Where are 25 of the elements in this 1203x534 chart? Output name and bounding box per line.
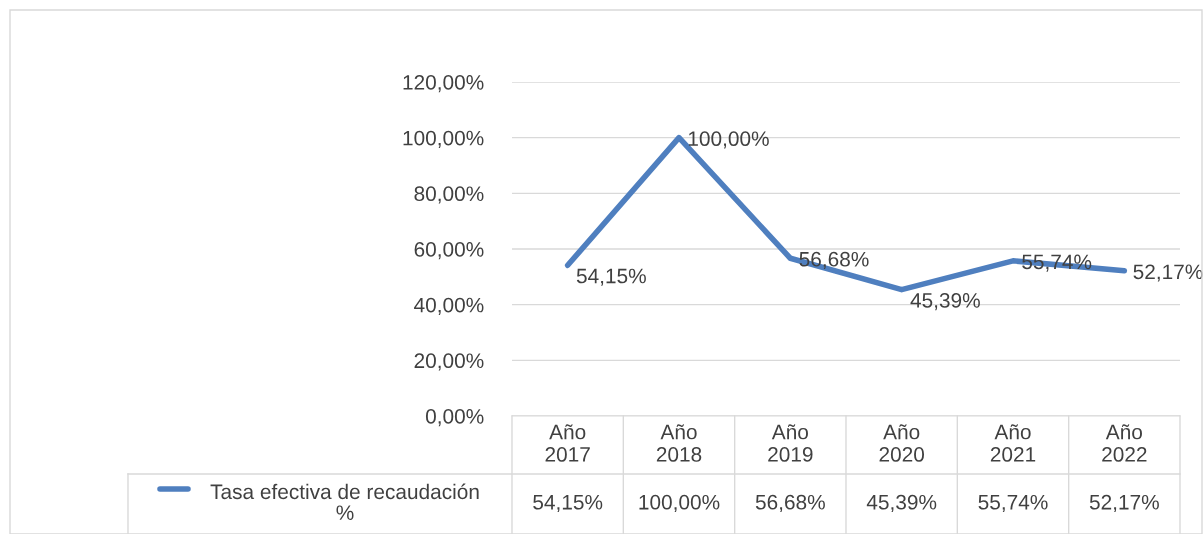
data-label: 52,17% xyxy=(1089,494,1159,513)
data-label: 54,15% xyxy=(533,494,603,513)
text: 54,15% xyxy=(576,268,646,286)
y-tick-label: 20,00% xyxy=(414,353,484,371)
y-tick-label: 0,00% xyxy=(425,409,484,427)
x-tick-label: Año 2018 xyxy=(656,424,702,462)
y-tick-label: 40,00% xyxy=(414,297,484,315)
legend-label: Tasa efectiva de recaudación % xyxy=(210,483,479,520)
x-tick-label: Año 2022 xyxy=(1102,424,1147,462)
x-tick-label: Año 2020 xyxy=(879,424,925,462)
text: 100,00% xyxy=(688,131,769,149)
y-tick-label: 120,00% xyxy=(403,75,484,93)
y-tick-label: 100,00% xyxy=(403,130,484,148)
x-tick-label: Año 2017 xyxy=(545,424,590,462)
data-label: 55,74% xyxy=(978,494,1048,513)
x-tick-label: Año 2021 xyxy=(990,424,1036,462)
data-label: 56,68% xyxy=(755,494,825,513)
text: 45,39% xyxy=(910,292,980,311)
y-tick-label: 80,00% xyxy=(414,186,484,204)
data-label: 100,00% xyxy=(639,494,720,513)
text: 56,68% xyxy=(799,251,869,270)
data-label: 45,39% xyxy=(866,494,937,513)
x-tick-label: Año 2019 xyxy=(768,424,813,462)
text: 52,17% xyxy=(1133,264,1203,282)
y-tick-label: 60,00% xyxy=(414,242,484,260)
